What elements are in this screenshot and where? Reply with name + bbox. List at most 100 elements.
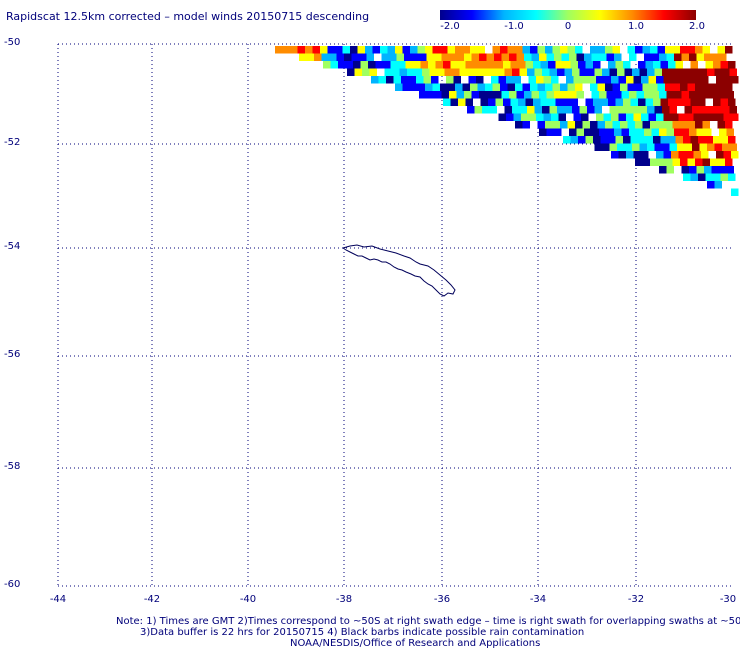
swath-cell: [528, 76, 536, 84]
swath-cell: [516, 53, 524, 61]
swath-cell: [647, 143, 655, 151]
swath-cell: [689, 91, 697, 99]
swath-cell: [525, 98, 533, 106]
swath-cell: [680, 46, 688, 54]
swath-cell: [509, 91, 517, 99]
swath-cell: [480, 98, 488, 106]
swath-cell: [627, 121, 635, 129]
swath-cell: [689, 53, 697, 61]
swath-cell: [698, 173, 706, 181]
swath-cell: [609, 106, 617, 114]
swath-cell: [659, 53, 667, 61]
swath-cell: [696, 128, 704, 136]
swath-cell: [353, 61, 361, 69]
swath-cell: [704, 91, 712, 99]
swath-cell: [696, 166, 704, 174]
lat-tick-label: -52: [4, 137, 21, 148]
swath-cell: [668, 98, 676, 106]
swath-cell: [537, 121, 545, 129]
swath-cell: [297, 46, 305, 54]
swath-cell: [690, 61, 698, 69]
swath-cell: [524, 91, 532, 99]
swath-cell: [725, 121, 733, 129]
swath-cell: [666, 91, 674, 99]
swath-cell: [681, 53, 689, 61]
swath-cell: [567, 46, 575, 54]
swath-cell: [702, 121, 710, 129]
swath-cell: [387, 46, 395, 54]
swath-cell: [633, 76, 641, 84]
swath-cell: [575, 46, 583, 54]
swath-cell: [411, 53, 419, 61]
swath-cell: [698, 98, 706, 106]
swath-cell: [609, 68, 617, 76]
swath-cell: [659, 166, 667, 174]
swath-cell: [437, 68, 445, 76]
swath-cell: [366, 53, 374, 61]
swath-cell: [537, 46, 545, 54]
swath-cell: [713, 98, 721, 106]
swath-cell: [507, 46, 515, 54]
swath-cell: [672, 46, 680, 54]
swath-cell: [473, 61, 481, 69]
swath-cell: [675, 98, 683, 106]
swath-cell: [522, 46, 530, 54]
swath-cell: [560, 46, 568, 54]
swath-cell: [399, 68, 407, 76]
swath-cell: [548, 61, 556, 69]
swath-cell: [566, 76, 574, 84]
swath-cell: [527, 68, 535, 76]
swath-cell: [695, 158, 703, 166]
lon-tick-label: -30: [719, 594, 737, 605]
swath-cell: [696, 53, 704, 61]
swath-cell: [327, 46, 335, 54]
swath-cell: [540, 61, 548, 69]
swath-cell: [623, 61, 631, 69]
swath-cell: [345, 61, 353, 69]
swath-cell: [665, 46, 673, 54]
swath-cell: [510, 98, 518, 106]
swath-cell: [471, 53, 479, 61]
swath-cell: [594, 143, 602, 151]
swath-cell: [464, 91, 472, 99]
swath-cell: [654, 106, 662, 114]
swath-cell: [626, 113, 634, 121]
swath-cell: [618, 76, 626, 84]
swath-cell: [426, 53, 434, 61]
swath-cell: [710, 158, 718, 166]
swath-cell: [533, 61, 541, 69]
swath-cell: [647, 106, 655, 114]
swath-cell: [611, 76, 619, 84]
lat-tick-label: -56: [4, 349, 21, 360]
swath-cell: [390, 61, 398, 69]
swath-cell: [702, 83, 710, 91]
swath-cell: [543, 113, 551, 121]
swath-cell: [662, 143, 670, 151]
swath-cell: [729, 106, 737, 114]
swath-cell: [449, 91, 457, 99]
swath-cell: [447, 46, 455, 54]
swath-cell: [494, 91, 502, 99]
swath-cell: [422, 68, 430, 76]
swath-cell: [623, 98, 631, 106]
swath-cell: [686, 113, 694, 121]
swath-cell: [419, 53, 427, 61]
swath-cell: [629, 53, 637, 61]
swath-cell: [639, 106, 647, 114]
swath-cell: [372, 46, 380, 54]
swath-cell: [533, 98, 541, 106]
swath-cell: [731, 188, 739, 196]
swath-cell: [612, 83, 620, 91]
swath-cell: [645, 61, 653, 69]
swath-cell: [720, 61, 728, 69]
swath-cell: [524, 53, 532, 61]
swath-cell: [695, 121, 703, 129]
swath-cell: [687, 83, 695, 91]
swath-cell: [381, 53, 389, 61]
swath-cell: [468, 76, 476, 84]
swath-cell: [636, 128, 644, 136]
swath-cell: [576, 128, 584, 136]
swath-cell: [585, 98, 593, 106]
swath-cell: [503, 98, 511, 106]
graticule: [57, 43, 732, 587]
